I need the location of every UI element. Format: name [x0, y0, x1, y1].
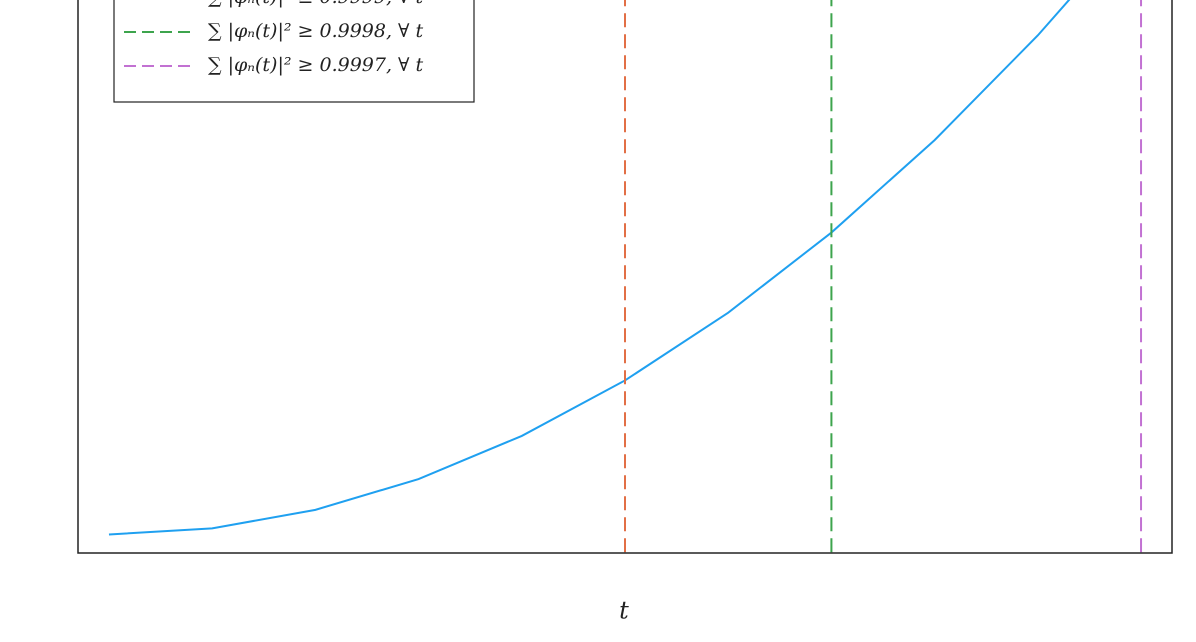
plot-frame	[77, 0, 1173, 554]
legend-label: ∑ |φₙ(t)|² ≥ 0.9998, ∀ t	[208, 20, 424, 42]
x-axis-label: t	[619, 597, 629, 625]
legend-label: ∑ |φₙ(t)|² ≥ 0.9997, ∀ t	[208, 54, 424, 76]
legend-label: ∑ |φₙ(t)|² ≥ 0.9999, ∀ t	[208, 0, 424, 8]
legend-box	[113, 0, 475, 103]
